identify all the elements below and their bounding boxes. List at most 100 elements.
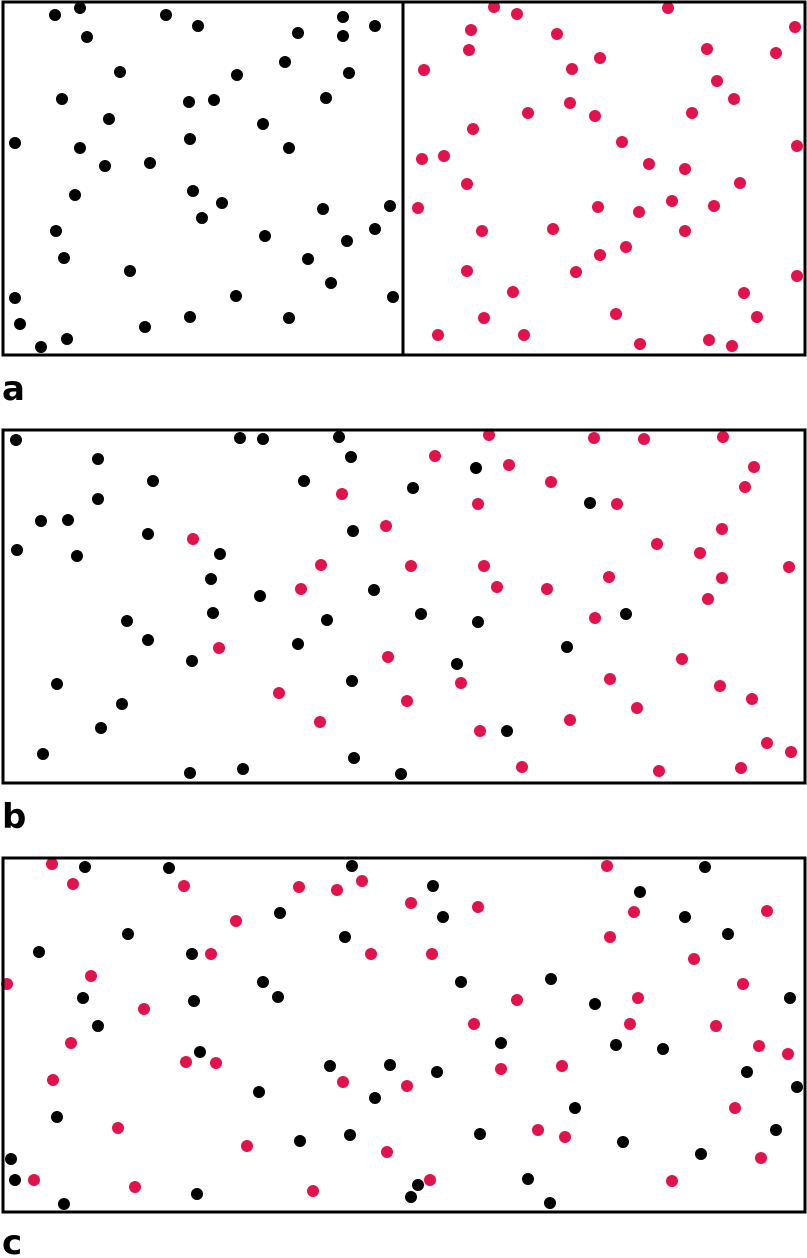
- red-dot: [401, 695, 413, 707]
- red-dot: [516, 761, 528, 773]
- black-dot: [58, 1198, 70, 1210]
- red-dot: [728, 93, 740, 105]
- red-dot: [739, 481, 751, 493]
- red-dot: [365, 948, 377, 960]
- red-dot: [511, 994, 523, 1006]
- panel-label: a: [2, 369, 25, 409]
- red-dot: [624, 1018, 636, 1030]
- black-dot: [699, 861, 711, 873]
- red-dot: [461, 265, 473, 277]
- panel-a-right-frame: [401, 0, 807, 357]
- red-dot: [483, 429, 495, 441]
- black-dot: [216, 197, 228, 209]
- red-dot: [755, 1152, 767, 1164]
- black-dot: [69, 189, 81, 201]
- red-dot: [594, 249, 606, 261]
- red-dot: [688, 953, 700, 965]
- panel-label: c: [2, 1223, 22, 1258]
- red-dot: [633, 206, 645, 218]
- black-dot: [298, 475, 310, 487]
- black-dot: [196, 212, 208, 224]
- red-dot: [180, 1056, 192, 1068]
- red-dot: [129, 1181, 141, 1193]
- red-dot: [112, 1122, 124, 1134]
- black-dot: [186, 948, 198, 960]
- red-dot: [467, 123, 479, 135]
- black-dot: [617, 1136, 629, 1148]
- red-dot: [603, 571, 615, 583]
- red-dot: [679, 225, 691, 237]
- red-dot: [478, 560, 490, 572]
- black-dot: [253, 1086, 265, 1098]
- red-dot: [474, 725, 486, 737]
- red-dot: [628, 906, 640, 918]
- black-dot: [147, 475, 159, 487]
- red-dot: [676, 653, 688, 665]
- black-dot: [92, 453, 104, 465]
- black-dot: [114, 66, 126, 78]
- red-dot: [714, 680, 726, 692]
- black-dot: [10, 434, 22, 446]
- red-dot: [631, 702, 643, 714]
- red-dot: [511, 8, 523, 20]
- black-dot: [407, 482, 419, 494]
- black-dot: [237, 763, 249, 775]
- red-dot: [315, 559, 327, 571]
- red-dot: [620, 241, 632, 253]
- black-dot: [124, 265, 136, 277]
- black-dot: [346, 675, 358, 687]
- red-dot: [307, 1185, 319, 1197]
- red-dot: [295, 583, 307, 595]
- red-dot: [522, 107, 534, 119]
- red-dot: [178, 880, 190, 892]
- black-dot: [33, 946, 45, 958]
- red-dot: [187, 533, 199, 545]
- red-dot: [753, 1040, 765, 1052]
- black-dot: [657, 1043, 669, 1055]
- black-dot: [139, 321, 151, 333]
- black-dot: [337, 11, 349, 23]
- black-dot: [163, 862, 175, 874]
- black-dot: [384, 1059, 396, 1071]
- black-dot: [77, 992, 89, 1004]
- red-dot: [785, 746, 797, 758]
- black-dot: [369, 1092, 381, 1104]
- black-dot: [194, 1046, 206, 1058]
- black-dot: [11, 544, 23, 556]
- red-dot: [559, 1131, 571, 1143]
- black-dot: [522, 1173, 534, 1185]
- black-dot: [294, 1135, 306, 1147]
- red-dot: [729, 1102, 741, 1114]
- black-dot: [561, 641, 573, 653]
- black-dot: [61, 333, 73, 345]
- black-dot: [183, 96, 195, 108]
- red-dot: [761, 905, 773, 917]
- red-dot: [782, 1048, 794, 1060]
- black-dot: [187, 185, 199, 197]
- black-dot: [254, 590, 266, 602]
- black-dot: [369, 20, 381, 32]
- red-dot: [726, 340, 738, 352]
- red-dot: [589, 612, 601, 624]
- black-dot: [784, 992, 796, 1004]
- black-dot: [431, 1066, 443, 1078]
- black-dot: [472, 616, 484, 628]
- black-dot: [317, 203, 329, 215]
- black-dot: [205, 573, 217, 585]
- red-dot: [47, 1074, 59, 1086]
- red-dot: [416, 153, 428, 165]
- red-dot: [491, 581, 503, 593]
- black-dot: [770, 1124, 782, 1136]
- red-dot: [634, 338, 646, 350]
- black-dot: [184, 767, 196, 779]
- red-dot: [380, 520, 392, 532]
- black-dot: [495, 1037, 507, 1049]
- black-dot: [324, 1060, 336, 1072]
- red-dot: [463, 44, 475, 56]
- black-dot: [95, 722, 107, 734]
- black-dot: [544, 1197, 556, 1209]
- black-dot: [634, 886, 646, 898]
- red-dot: [638, 433, 650, 445]
- red-dot: [432, 329, 444, 341]
- red-dot: [205, 948, 217, 960]
